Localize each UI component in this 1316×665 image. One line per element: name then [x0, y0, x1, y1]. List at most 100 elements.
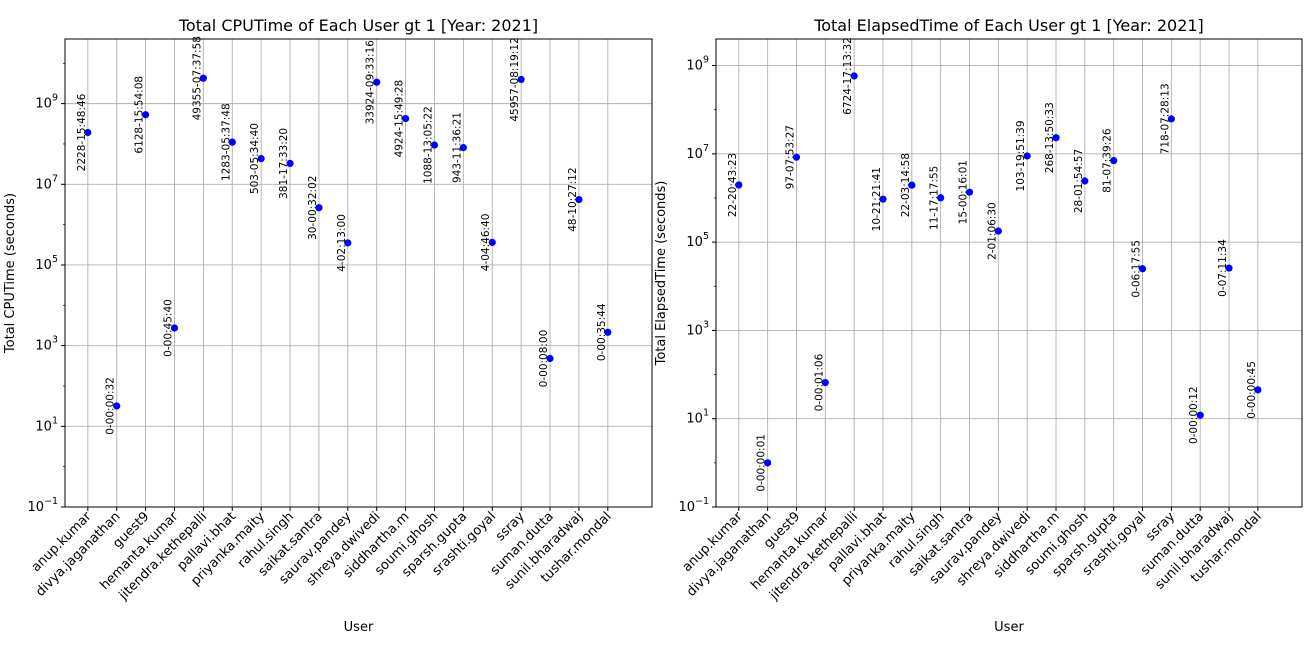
data-label: 0-00:00:01 [756, 434, 768, 492]
data-point [937, 194, 945, 202]
data-point [170, 324, 179, 332]
data-label: 0-00:35:44 [596, 303, 608, 361]
y-tick-label: 109 [686, 55, 709, 74]
chart-title: Total ElapsedTime of Each User gt 1 [Yea… [813, 16, 1204, 35]
data-point [850, 72, 858, 80]
y-tick-exponent: 3 [52, 335, 58, 346]
data-point [994, 227, 1002, 235]
y-axis-label: Total CPUTime (seconds) [3, 193, 18, 354]
data-label: 103-19:51:39 [1015, 120, 1027, 191]
plot-frame [64, 38, 653, 508]
data-point [286, 159, 294, 167]
y-tick-label: 10−1 [678, 496, 709, 515]
y-axis-label: Total ElapsedTime (seconds) [654, 181, 669, 367]
data-point [965, 188, 974, 196]
data-label: 381-17:33:20 [278, 128, 290, 199]
y-tick-label: 105 [35, 254, 58, 273]
data-point [517, 75, 525, 84]
x-axis-label: User [344, 620, 374, 635]
data-point [488, 238, 496, 246]
data-point [1254, 386, 1262, 394]
data-label: 33924-09:33:16 [365, 40, 377, 125]
data-point [908, 181, 916, 189]
data-label: 0-00:00:12 [1188, 386, 1200, 444]
data-point [199, 74, 207, 82]
data-label: 0-00:01:06 [813, 353, 825, 411]
elapsed-time-panel: 10−1101103105107109anup.kumardivya.jagan… [654, 16, 1303, 635]
data-label: 4-02:13:00 [336, 214, 348, 272]
cpu-time-panel: 10−1101103105107109anup.kumardivya.jagan… [3, 16, 653, 635]
data-label: 0-06:17:55 [1131, 240, 1143, 298]
data-label: 22-20:43:23 [727, 153, 739, 217]
grid [65, 39, 652, 508]
data-point [821, 378, 829, 387]
data-point [546, 354, 554, 363]
grid [716, 39, 1302, 508]
y-tick-exponent: 7 [52, 173, 58, 184]
data-point [344, 239, 352, 247]
data-label: 48-10:27:12 [567, 167, 579, 231]
data-label: 503-05:34:40 [249, 123, 261, 194]
data-label: 6724-17:13:32 [842, 37, 854, 115]
data-label: 22-03:14:58 [900, 153, 912, 217]
data-point [792, 153, 801, 161]
data-label: 2-01:06:30 [986, 202, 998, 260]
data-label: 28-01:54:57 [1073, 149, 1085, 213]
data-label: 0-00:00:32 [105, 377, 117, 435]
y-tick-exponent: −1 [695, 496, 709, 507]
data-point [373, 78, 381, 86]
data-label: 10-21:21:41 [871, 167, 883, 231]
data-point [575, 196, 583, 204]
data-label: 1088-13:05:22 [422, 106, 434, 184]
data-label: 4-04:46:40 [480, 214, 492, 272]
y-tick-label: 101 [35, 415, 58, 434]
data-label: 0-07:11:34 [1217, 239, 1229, 297]
data-point [1052, 134, 1060, 142]
data-point [315, 204, 323, 212]
data-label: 2228-15:48:46 [76, 93, 88, 171]
data-label: 11-17:17:55 [929, 166, 941, 230]
data-point [1167, 115, 1175, 123]
data-point [1110, 156, 1118, 165]
y-tick-exponent: 1 [52, 415, 58, 426]
y-tick-label: 10−1 [27, 496, 58, 515]
data-label: 81-07:39:26 [1102, 128, 1114, 193]
data-point [1081, 177, 1089, 185]
data-point [113, 402, 121, 410]
data-label: 30-00:32:02 [307, 176, 319, 240]
data-label: 15-00:16:01 [957, 160, 969, 224]
data-point [1023, 152, 1031, 160]
y-tick-label: 101 [686, 408, 709, 427]
y-tick-exponent: 9 [52, 93, 58, 104]
y-tick-label: 109 [35, 93, 58, 112]
data-point [84, 128, 92, 137]
y-tick-exponent: 5 [52, 254, 58, 265]
y-tick-label: 107 [686, 143, 709, 162]
y-tick-label: 103 [35, 335, 58, 354]
y-tick-exponent: 3 [703, 319, 709, 330]
data-label: 0-00:45:40 [162, 299, 174, 357]
data-point [430, 141, 439, 149]
data-point [1196, 411, 1204, 419]
data-point [604, 328, 612, 336]
data-label: 268-13:50:33 [1044, 102, 1056, 173]
data-point [879, 195, 887, 203]
data-point [735, 181, 743, 189]
chart-title: Total CPUTime of Each User gt 1 [Year: 2… [178, 16, 538, 35]
y-tick-label: 103 [686, 319, 709, 338]
y-tick-exponent: −1 [44, 496, 58, 507]
data-label: 97-07:53:27 [784, 125, 796, 189]
data-point [401, 114, 410, 123]
y-tick-exponent: 1 [703, 408, 709, 419]
data-label: 1283-05:37:48 [220, 103, 232, 181]
y-tick-exponent: 5 [703, 231, 709, 242]
x-axis-label: User [994, 620, 1024, 635]
y-tick-exponent: 7 [703, 143, 709, 154]
data-point [764, 459, 772, 467]
data-label: 0-00:00:45 [1246, 361, 1258, 419]
y-tick-label: 105 [686, 231, 709, 250]
data-point [459, 143, 467, 152]
data-label: 4924-15:49:28 [394, 80, 406, 158]
y-tick-exponent: 9 [703, 55, 709, 66]
